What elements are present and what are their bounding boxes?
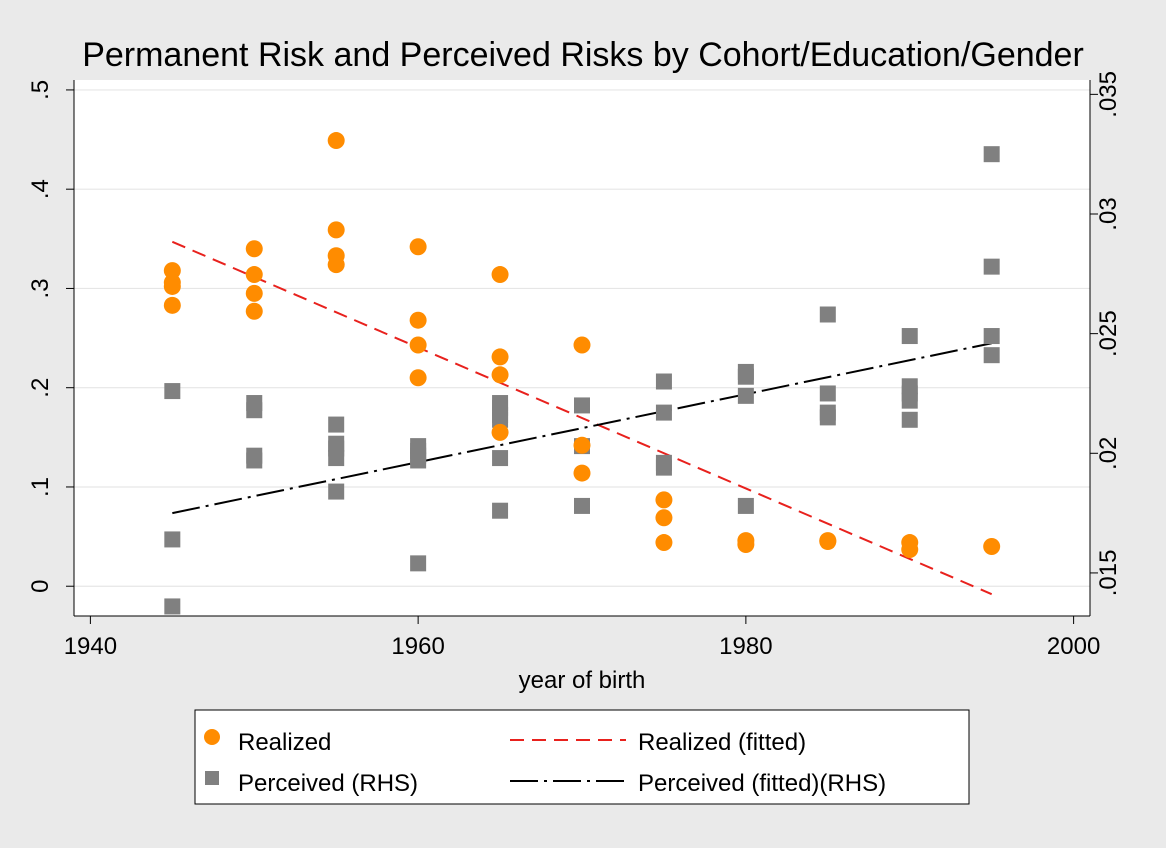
y-left-tick-label: .5 — [27, 80, 54, 100]
x-tick-label: 1940 — [64, 633, 117, 660]
y-left-tick-label: .4 — [27, 179, 54, 199]
realized-point — [491, 366, 509, 384]
realized-point — [163, 277, 181, 295]
perceived-point — [164, 383, 181, 400]
realized-point — [573, 436, 591, 454]
legend-box — [194, 709, 970, 805]
y-left-tick-label: .3 — [27, 278, 54, 298]
perceived-point — [655, 404, 672, 421]
y-right-tick-label: .02 — [1095, 437, 1122, 470]
x-tick-label: 1960 — [391, 633, 444, 660]
realized-point — [655, 534, 673, 552]
perceived-point — [246, 402, 263, 419]
perceived-point — [819, 409, 836, 426]
y-right-tick-label: .025 — [1095, 310, 1122, 357]
grid-lines — [74, 89, 1090, 587]
perceived-point — [164, 531, 181, 548]
realized-point — [573, 464, 591, 482]
legend-realized-label: Realized — [238, 729, 331, 756]
y-right-axis-ticks: .015 .02 .025 .03 .035 — [1090, 71, 1122, 596]
y-left-tick-label: 0 — [27, 580, 54, 593]
realized-point — [409, 369, 427, 387]
legend-realized-marker — [204, 729, 220, 745]
x-tick-label: 1980 — [719, 633, 772, 660]
perceived-point — [901, 328, 918, 345]
perceived-point — [901, 411, 918, 428]
legend-realized-fit-label: Realized (fitted) — [638, 729, 806, 756]
legend: Realized Perceived (RHS) Realized (fitte… — [194, 709, 970, 805]
y-right-tick-label: .035 — [1095, 71, 1122, 118]
y-right-tick-label: .03 — [1095, 197, 1122, 230]
realized-point — [245, 266, 263, 284]
data-markers — [163, 132, 1001, 615]
perceived-point — [492, 502, 509, 519]
perceived-point — [492, 450, 509, 467]
perceived-point — [819, 385, 836, 402]
perceived-point — [655, 459, 672, 476]
realized-point — [655, 491, 673, 509]
realized-point — [409, 238, 427, 256]
realized-point — [327, 256, 345, 274]
perceived-point — [574, 497, 590, 514]
realized-point — [327, 132, 345, 150]
realized-point — [901, 540, 919, 558]
perceived-point — [410, 555, 427, 572]
realized-point — [491, 348, 509, 366]
perceived-fitted-line — [172, 342, 992, 515]
realized-point — [409, 336, 427, 354]
legend-perceived-label: Perceived (RHS) — [238, 770, 418, 797]
realized-fitted-line — [171, 240, 993, 596]
y-left-tick-label: .1 — [27, 477, 54, 497]
perceived-point — [983, 347, 1000, 364]
perceived-point — [328, 450, 345, 467]
y-right-tick-label: .015 — [1095, 550, 1122, 597]
legend-perceived-marker — [205, 771, 219, 785]
y-left-tick-label: .2 — [27, 378, 54, 398]
realized-point — [491, 423, 509, 441]
legend-perceived-fit-label: Perceived (fitted)(RHS) — [638, 770, 886, 797]
realized-point — [163, 296, 181, 314]
perceived-point — [574, 397, 590, 414]
perceived-point — [737, 497, 754, 514]
perceived-point — [246, 452, 263, 469]
realized-point — [491, 266, 509, 284]
perceived-point — [901, 392, 918, 409]
perceived-point — [737, 387, 754, 404]
perceived-point — [737, 368, 754, 385]
perceived-point — [410, 452, 427, 469]
realized-point — [245, 284, 263, 302]
realized-point — [573, 336, 591, 354]
perceived-point — [983, 146, 1000, 163]
realized-point — [655, 509, 673, 527]
chart-title: Permanent Risk and Perceived Risks by Co… — [82, 36, 1084, 74]
realized-point — [409, 311, 427, 329]
realized-point — [737, 536, 755, 554]
x-tick-label: 2000 — [1047, 633, 1100, 660]
x-axis-ticks: 1940 1960 1980 2000 — [64, 616, 1100, 660]
realized-point — [819, 533, 837, 551]
perceived-point — [328, 416, 345, 433]
perceived-point — [492, 411, 509, 428]
x-axis-title: year of birth — [519, 667, 646, 694]
perceived-point — [819, 306, 836, 323]
realized-point — [983, 538, 1001, 556]
perceived-point — [983, 258, 1000, 275]
perceived-point — [655, 373, 672, 390]
perceived-point — [328, 483, 345, 500]
perceived-point — [164, 598, 181, 615]
realized-point — [245, 240, 263, 258]
fitted-lines — [171, 240, 993, 596]
realized-point — [245, 302, 263, 320]
perceived-point — [983, 328, 1000, 345]
y-left-axis-ticks: 0 .1 .2 .3 .4 .5 — [27, 80, 74, 593]
realized-point — [163, 262, 181, 280]
realized-point — [327, 221, 345, 239]
